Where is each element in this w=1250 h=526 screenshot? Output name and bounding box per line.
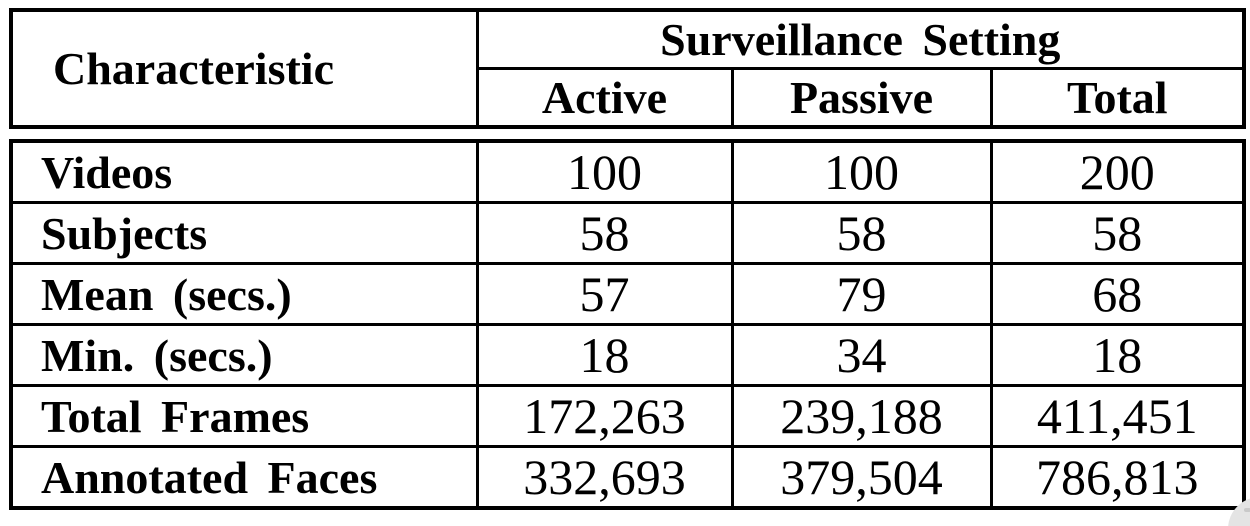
table-body-block: Videos 100 100 200 Subjects 58 58 58 Mea…	[9, 139, 1246, 510]
cell-videos-total: 200	[989, 139, 1246, 204]
cell-min-passive: 34	[730, 323, 993, 387]
cell-frames-passive: 239,188	[730, 384, 993, 448]
column-group-header-surveillance-setting: Surveillance Setting	[475, 8, 1246, 70]
row-label-mean-secs: Mean (secs.)	[9, 262, 479, 326]
cell-min-total: 18	[989, 323, 1246, 387]
cell-subjects-active: 58	[475, 201, 734, 265]
table-header-block: Characteristic Surveillance Setting Acti…	[9, 8, 1247, 129]
row-label-total-frames: Total Frames	[9, 384, 479, 448]
cell-videos-active: 100	[475, 139, 734, 204]
row-label-videos: Videos	[9, 139, 479, 204]
table-row-videos: Videos 100 100 200	[9, 139, 1246, 204]
cell-mean-active: 57	[475, 262, 734, 326]
row-label-min-secs: Min. (secs.)	[9, 323, 479, 387]
header-row-subcolumns: Active Passive Total	[11, 67, 1246, 129]
corner-overlay-icon	[1244, 508, 1250, 512]
column-header-total: Total	[989, 67, 1246, 129]
table-row-mean-secs: Mean (secs.) 57 79 68	[9, 262, 1246, 326]
cell-faces-total: 786,813	[989, 445, 1246, 510]
column-header-active: Active	[475, 67, 734, 129]
table-row-total-frames: Total Frames 172,263 239,188 411,451	[9, 384, 1246, 448]
table-row-annotated-faces: Annotated Faces 332,693 379,504 786,813	[9, 445, 1246, 510]
header-row-group: Characteristic Surveillance Setting	[9, 8, 1246, 129]
cell-min-active: 18	[475, 323, 734, 387]
row-label-subjects: Subjects	[9, 201, 479, 265]
table-row-min-secs: Min. (secs.) 18 34 18	[9, 323, 1246, 387]
cell-videos-passive: 100	[730, 139, 993, 204]
cell-faces-active: 332,693	[475, 445, 734, 510]
column-header-passive: Passive	[730, 67, 993, 129]
row-label-annotated-faces: Annotated Faces	[9, 445, 479, 510]
cell-mean-total: 68	[989, 262, 1246, 326]
column-header-characteristic: Characteristic	[9, 8, 479, 129]
cell-frames-total: 411,451	[989, 384, 1246, 448]
table-row-subjects: Subjects 58 58 58	[9, 201, 1246, 265]
cell-frames-active: 172,263	[475, 384, 734, 448]
cell-faces-passive: 379,504	[730, 445, 993, 510]
cell-subjects-total: 58	[989, 201, 1246, 265]
cell-subjects-passive: 58	[730, 201, 993, 265]
cell-mean-passive: 79	[730, 262, 993, 326]
